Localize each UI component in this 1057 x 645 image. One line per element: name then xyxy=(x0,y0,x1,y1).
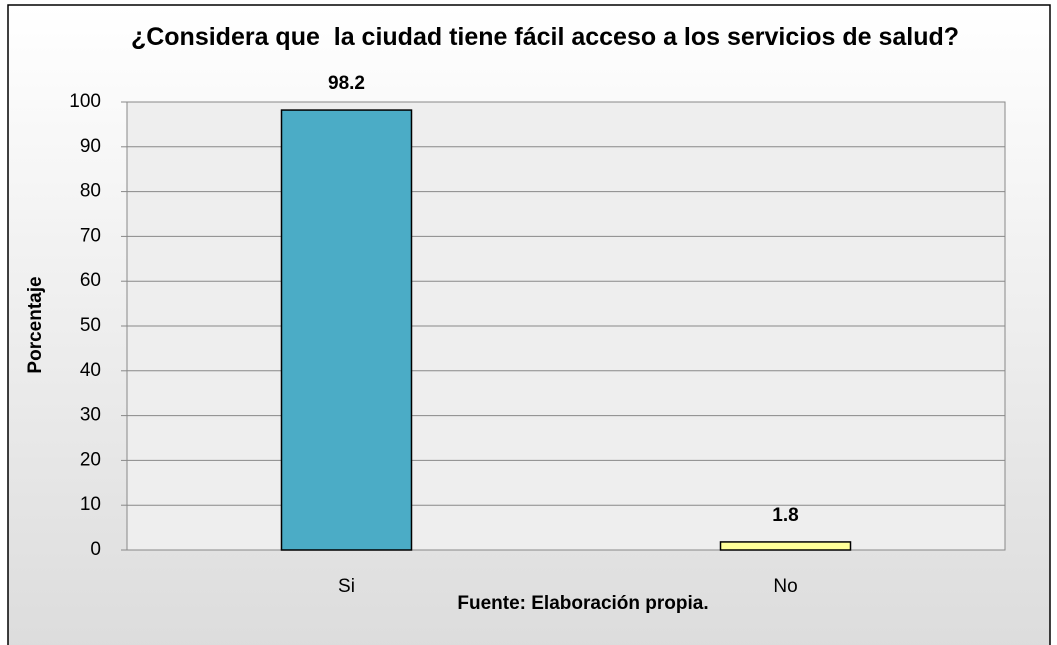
bar xyxy=(719,541,852,551)
y-tick-label: 0 xyxy=(90,539,101,560)
source-note: Fuente: Elaboración propia. xyxy=(457,593,708,614)
y-tick-label: 70 xyxy=(80,225,101,246)
y-axis-label: Porcentaje xyxy=(25,276,46,373)
y-tick-label: 80 xyxy=(80,181,101,202)
y-tick-label: 100 xyxy=(69,91,101,112)
y-tick-label: 40 xyxy=(80,360,101,381)
y-tick-label: 60 xyxy=(80,270,101,291)
data-label: 98.2 xyxy=(328,73,365,94)
y-tick-label: 90 xyxy=(80,136,101,157)
y-tick-label: 10 xyxy=(80,494,101,515)
y-tick-label: 50 xyxy=(80,315,101,336)
x-tick-label: No xyxy=(773,576,797,597)
chart-title: ¿Considera que la ciudad tiene fácil acc… xyxy=(130,23,960,51)
bar xyxy=(280,109,413,551)
data-label: 1.8 xyxy=(772,505,798,526)
x-tick-label: Si xyxy=(338,576,355,597)
y-tick-label: 30 xyxy=(80,405,101,426)
y-tick-label: 20 xyxy=(80,449,101,470)
